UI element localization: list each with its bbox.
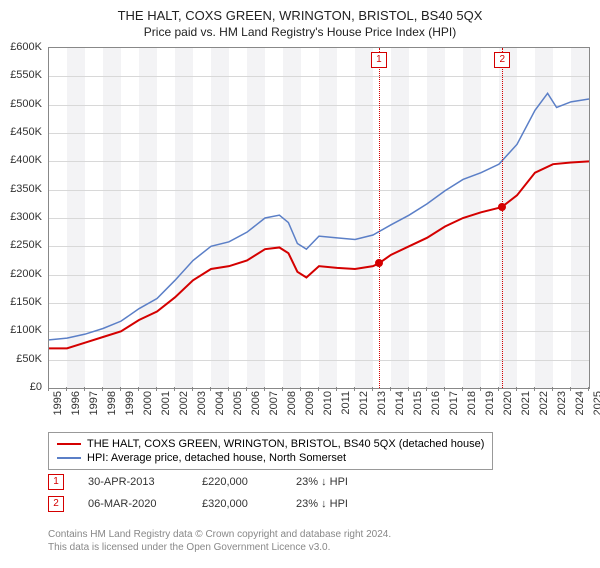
x-tick-label: 2016 (430, 391, 442, 415)
chart-title: THE HALT, COXS GREEN, WRINGTON, BRISTOL,… (0, 8, 600, 23)
chart-area: 12 £0£50K£100K£150K£200K£250K£300K£350K£… (48, 47, 588, 417)
x-tick-label: 2000 (142, 391, 154, 415)
x-tick-label: 2002 (178, 391, 190, 415)
x-tick-label: 2018 (466, 391, 478, 415)
x-tick-label: 2019 (484, 391, 496, 415)
x-tick-label: 2023 (556, 391, 568, 415)
table-row: 1 30-APR-2013 £220,000 23% ↓ HPI (48, 474, 396, 490)
x-tick-label: 2014 (394, 391, 406, 415)
legend-label-hpi: HPI: Average price, detached house, Nort… (87, 452, 346, 464)
tx-pct: 23% ↓ HPI (296, 476, 396, 488)
table-row: 2 06-MAR-2020 £320,000 23% ↓ HPI (48, 496, 396, 512)
x-tick-label: 2005 (232, 391, 244, 415)
chart-subtitle: Price paid vs. HM Land Registry's House … (0, 25, 600, 39)
marker-box: 2 (494, 52, 510, 68)
legend: THE HALT, COXS GREEN, WRINGTON, BRISTOL,… (48, 432, 493, 470)
x-tick-label: 1999 (124, 391, 136, 415)
tx-marker-box: 2 (48, 496, 64, 512)
y-tick-label: £200K (10, 268, 42, 280)
tx-pct: 23% ↓ HPI (296, 498, 396, 510)
x-tick-label: 2004 (214, 391, 226, 415)
x-tick-label: 2020 (502, 391, 514, 415)
x-tick-label: 2025 (592, 391, 600, 415)
x-tick-label: 2001 (160, 391, 172, 415)
y-tick-label: £250K (10, 239, 42, 251)
y-tick-label: £100K (10, 324, 42, 336)
x-tick-label: 2021 (520, 391, 532, 415)
footer: Contains HM Land Registry data © Crown c… (48, 528, 391, 554)
legend-swatch-hpi (57, 457, 81, 459)
y-tick-label: £500K (10, 98, 42, 110)
x-tick-label: 1995 (52, 391, 64, 415)
sale-dot (498, 203, 506, 211)
series-line-property (49, 161, 589, 348)
chart-container: THE HALT, COXS GREEN, WRINGTON, BRISTOL,… (0, 8, 600, 568)
y-tick-label: £400K (10, 154, 42, 166)
sale-dot (375, 259, 383, 267)
x-tick-label: 2015 (412, 391, 424, 415)
x-tick-label: 2013 (376, 391, 388, 415)
marker-box: 1 (371, 52, 387, 68)
y-tick-label: £50K (16, 353, 42, 365)
legend-row-hpi: HPI: Average price, detached house, Nort… (57, 451, 484, 465)
y-tick-label: £450K (10, 126, 42, 138)
x-tick-label: 2010 (322, 391, 334, 415)
line-layer (49, 48, 589, 388)
x-tick-label: 1998 (106, 391, 118, 415)
x-tick-label: 2024 (574, 391, 586, 415)
y-tick-label: £550K (10, 69, 42, 81)
x-tick-label: 2017 (448, 391, 460, 415)
y-tick-label: £150K (10, 296, 42, 308)
series-line-hpi (49, 93, 589, 340)
tx-date: 30-APR-2013 (88, 476, 178, 488)
y-tick-label: £300K (10, 211, 42, 223)
tx-price: £220,000 (202, 476, 272, 488)
x-tick-label: 2007 (268, 391, 280, 415)
x-tick-label: 2011 (340, 391, 352, 415)
x-tick-label: 2003 (196, 391, 208, 415)
tx-marker-box: 1 (48, 474, 64, 490)
x-tick-label: 1997 (88, 391, 100, 415)
x-tick-label: 2009 (304, 391, 316, 415)
footer-line: Contains HM Land Registry data © Crown c… (48, 528, 391, 541)
plot-area: 12 (48, 47, 590, 389)
x-tick-label: 2022 (538, 391, 550, 415)
legend-swatch-property (57, 443, 81, 445)
y-tick-label: £350K (10, 183, 42, 195)
x-tick-label: 2008 (286, 391, 298, 415)
y-tick-label: £600K (10, 41, 42, 53)
x-tick-label: 2006 (250, 391, 262, 415)
x-tick-label: 1996 (70, 391, 82, 415)
tx-date: 06-MAR-2020 (88, 498, 178, 510)
y-tick-label: £0 (30, 381, 42, 393)
x-tick-label: 2012 (358, 391, 370, 415)
legend-label-property: THE HALT, COXS GREEN, WRINGTON, BRISTOL,… (87, 438, 484, 450)
transaction-table: 1 30-APR-2013 £220,000 23% ↓ HPI 2 06-MA… (48, 474, 396, 518)
tx-price: £320,000 (202, 498, 272, 510)
legend-row-property: THE HALT, COXS GREEN, WRINGTON, BRISTOL,… (57, 437, 484, 451)
footer-line: This data is licensed under the Open Gov… (48, 541, 391, 554)
